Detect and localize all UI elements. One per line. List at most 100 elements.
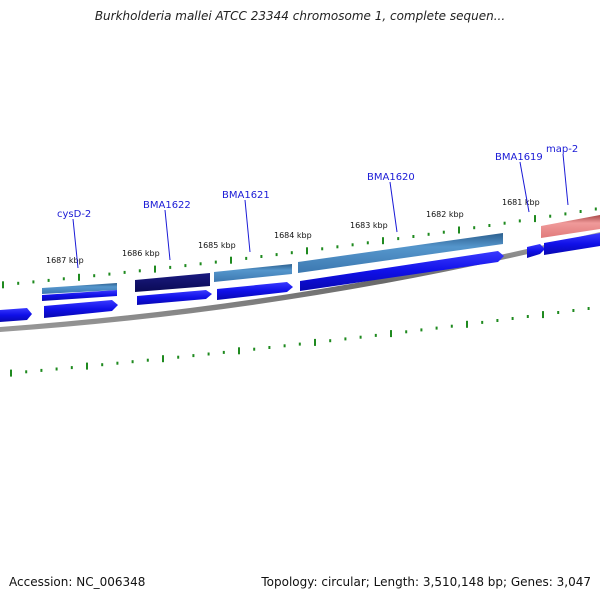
upper-scale-tick [245,256,248,260]
lower-scale-tick [496,319,499,322]
lower-scale-tick [70,366,73,370]
cog-bar-cysD-2[interactable] [42,283,117,294]
gene-label-map-2[interactable]: map-2 [546,144,578,155]
lower-scale-tick [86,362,88,370]
lower-scale-tick [557,311,560,314]
lower-scale-tick [253,347,256,351]
lower-scale-tick [511,317,514,320]
lower-scale-tick [329,339,332,343]
gene-label-BMA1621[interactable]: BMA1621 [222,190,270,201]
lower-scale-tick [146,358,149,362]
lower-scale-tick [420,328,423,332]
upper-scale-tick [78,273,80,281]
lower-scale-tick [587,307,590,310]
upper-scale-tick [397,237,400,241]
cds-arrow-map-2[interactable] [544,233,600,255]
scale-ticks-lower [10,307,590,377]
upper-scale-tick [442,230,445,234]
upper-scale-tick [412,235,415,238]
upper-scale-tick [458,226,460,234]
genome-summary-text: Topology: circular; Length: 3,510,148 bp… [261,575,591,589]
lower-scale-tick [25,370,28,374]
cog-bar-BMA1622[interactable] [135,273,210,292]
upper-scale-tick [169,265,172,269]
scale-label-1685: 1685 kbp [198,241,236,250]
lower-scale-tick [283,344,286,348]
upper-scale-tick [534,215,536,223]
cds-arrow-BMA1622[interactable] [137,290,212,305]
scale-label-1682: 1682 kbp [426,210,464,219]
upper-scale-tick [549,214,552,218]
lower-scale-tick [40,368,43,372]
upper-scale-tick [199,262,202,266]
lower-scale-tick [344,337,347,341]
upper-scale-tick [32,280,35,284]
upper-scale-tick [290,251,293,255]
upper-scale-tick [579,210,582,213]
upper-scale-tick [260,255,263,258]
cog-bar-BMA1620[interactable] [298,233,503,273]
lower-scale-tick [131,360,134,364]
lower-scale-tick [390,330,392,338]
leader-line-BMA1619 [519,161,530,213]
upper-scale-tick [594,207,597,211]
upper-scale-tick [382,237,384,245]
gene-label-BMA1619[interactable]: BMA1619 [495,152,543,163]
lower-scale-tick [526,315,529,318]
cog-bar-map-2[interactable] [541,215,600,238]
lower-scale-tick [238,347,240,355]
lower-scale-tick [572,309,575,312]
map-title: Burkholderia mallei ATCC 23344 chromosom… [94,9,506,23]
upper-scale-tick [336,245,339,249]
cds-arrow-BMA1621[interactable] [217,282,293,300]
upper-scale-tick [17,281,20,285]
lower-scale-tick [450,324,453,328]
lower-scale-tick [466,320,468,328]
lower-scale-tick [542,311,544,319]
leader-line-map-2 [562,153,569,206]
gene-label-cysD-2[interactable]: cysD-2 [57,209,91,220]
lower-scale-tick [55,367,58,371]
upper-scale-tick [321,247,324,251]
lower-scale-tick [374,333,377,337]
scale-label-1684: 1684 kbp [274,231,312,240]
cog-bar-BMA1621[interactable] [214,264,292,282]
upper-scale-tick [427,232,430,236]
lower-scale-tick [10,369,12,377]
upper-scale-tick [138,269,141,273]
upper-scale-tick [503,221,506,225]
lower-scale-tick [314,338,316,346]
lower-scale-tick [481,320,484,324]
lower-scale-tick [101,363,104,367]
upper-scale-tick [47,278,50,282]
cds-arrow-BMA1619[interactable] [527,244,545,258]
upper-scale-tick [108,272,111,276]
upper-scale-tick [473,226,476,230]
upper-scale-tick [184,264,187,268]
upper-scale-tick [564,212,567,216]
scale-label-1681: 1681 kbp [502,198,540,207]
lower-scale-tick [435,326,438,330]
upper-scale-tick [366,241,369,245]
cds-arrow-BMA1620[interactable] [300,251,504,291]
leader-line-cysD-2 [72,218,79,269]
scale-label-1683: 1683 kbp [350,221,388,230]
scale-label-1686: 1686 kbp [122,249,160,258]
gene-label-BMA1620[interactable]: BMA1620 [367,172,415,183]
lower-scale-tick [405,330,408,334]
scale-ticks-upper [2,207,597,289]
upper-scale-tick [351,243,354,247]
lower-scale-tick [207,352,210,356]
upper-scale-tick [62,277,65,281]
scale-label-1687: 1687 kbp [46,256,84,265]
cds-arrow-left-edge[interactable] [0,308,32,322]
upper-scale-tick [488,224,491,227]
gene-label-BMA1622[interactable]: BMA1622 [143,200,191,211]
leader-line-BMA1622 [164,209,171,261]
cds-arrow-cysD-2[interactable] [42,290,117,301]
upper-scale-tick [2,281,4,289]
leader-line-BMA1621 [244,199,251,253]
cds-arrow-cysD-2-b[interactable] [44,300,118,318]
upper-scale-tick [214,260,217,264]
